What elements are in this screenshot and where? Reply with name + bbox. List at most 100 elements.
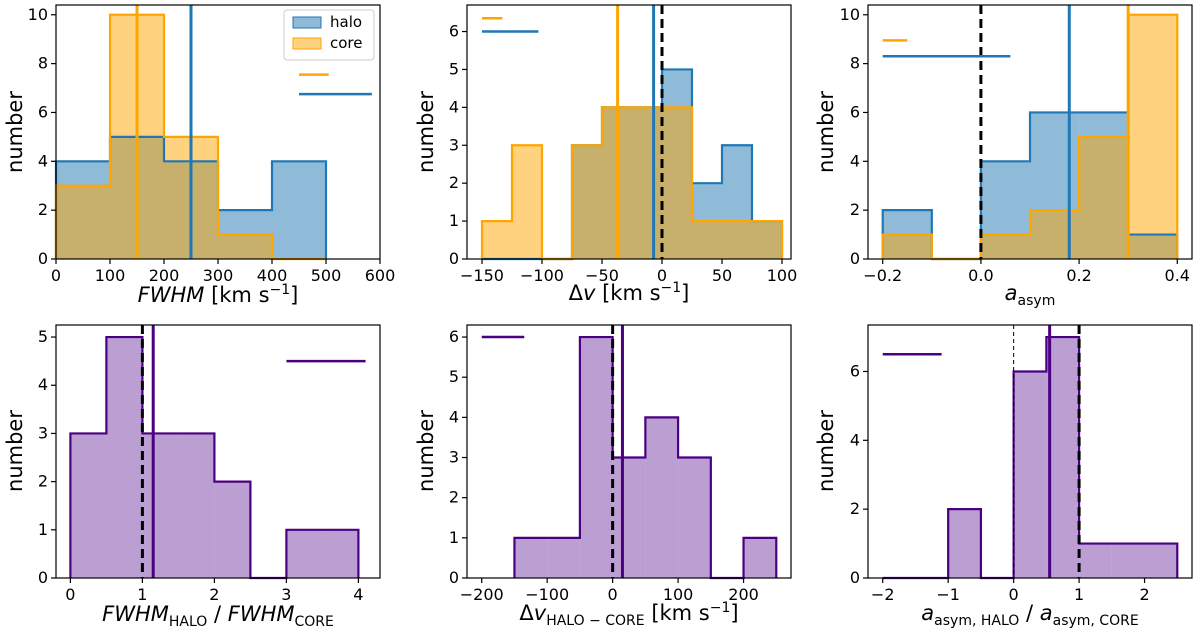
- x-tick-label: 100: [767, 266, 798, 285]
- axes-frame-fwhm-ratio: [55, 324, 381, 579]
- step-outline-core: [480, 106, 784, 261]
- bar-core-0: [482, 221, 512, 259]
- y-tick-label: 2: [38, 472, 48, 491]
- x-tick-label: 0: [657, 266, 667, 285]
- y-tick-label: 5: [449, 367, 459, 386]
- x-tick-label: 1: [137, 585, 147, 604]
- y-axis-label-fwhm: number: [3, 91, 27, 173]
- x-tick-label: −1: [936, 585, 960, 604]
- y-tick-label: 0: [38, 568, 48, 587]
- bar-ratio-1: [106, 337, 143, 578]
- x-tick-label: −100: [525, 585, 569, 604]
- bar-ratio-3: [178, 433, 215, 578]
- bar-core-2: [980, 234, 1030, 259]
- x-axis-label-aasym-ratio: aasym, HALO / aasym, CORE: [921, 601, 1138, 629]
- bar-core-0: [882, 234, 932, 259]
- bar-core-0: [56, 185, 110, 259]
- bar-core-7: [692, 221, 722, 259]
- panel-fwhm: 0 100 200 300 400 500 600 0 2 4 6 8 10 halo core FWH…: [3, 4, 395, 307]
- y-tick-label: 2: [449, 173, 459, 192]
- y-tick-label: 2: [850, 200, 860, 219]
- bar-core-4: [1079, 136, 1129, 259]
- y-tick-label: 6: [449, 22, 459, 41]
- x-tick-label: −0.2: [863, 266, 902, 285]
- bar-ratio-3: [612, 457, 646, 578]
- legend-swatch-core: [292, 37, 322, 50]
- y-tick-label: 0: [449, 249, 459, 268]
- y-tick-label: 2: [38, 200, 48, 219]
- y-tick-label: 4: [38, 375, 48, 394]
- x-tick-label: 200: [149, 266, 180, 285]
- axes-frame-dv-diff: [466, 324, 792, 579]
- x-tick-label: 0: [65, 585, 75, 604]
- y-tick-label: 8: [850, 54, 860, 73]
- y-tick-label: 4: [850, 151, 860, 170]
- bar-core-8: [722, 221, 752, 259]
- y-axis-label-aasym: number: [814, 91, 838, 173]
- y-tick-label: 0: [850, 249, 860, 268]
- y-tick-label: 2: [449, 488, 459, 507]
- x-tick-label: 100: [663, 585, 694, 604]
- x-tick-label: −100: [520, 266, 564, 285]
- y-tick-label: 4: [38, 151, 48, 170]
- axes-frame-aasym-ratio: [867, 324, 1193, 579]
- y-tick-label: 2: [850, 499, 860, 518]
- y-axis-label-aasym-ratio: number: [814, 410, 838, 492]
- panel-fwhm-ratio: 0 1 2 3 4 0 1 2 3 4 5 FWHMHALO / FWHMCORE number: [3, 324, 381, 630]
- y-axis-label-dv: number: [414, 91, 438, 173]
- bar-ratio-5: [678, 457, 711, 578]
- y-tick-label: 10: [28, 5, 48, 24]
- x-tick-label: 50: [712, 266, 732, 285]
- plot-area-aasym-ratio: −2 −1 0 1 2 0 2 4 6: [850, 325, 1179, 604]
- bar-core-3: [218, 234, 272, 259]
- bar-core-3: [572, 145, 602, 259]
- legend-swatch-halo: [292, 16, 322, 29]
- legend-label-core: core: [330, 34, 363, 52]
- step-outline-ratio: [69, 335, 360, 580]
- y-tick-label: 0: [449, 568, 459, 587]
- bar-ratio-0: [70, 433, 107, 578]
- bar-ratio-2: [579, 337, 613, 578]
- bar-core-9: [752, 221, 782, 259]
- y-tick-label: 4: [850, 430, 860, 449]
- x-tick-label: 300: [203, 266, 234, 285]
- x-tick-label: 0.2: [1066, 266, 1091, 285]
- x-tick-label: 0.4: [1165, 266, 1190, 285]
- y-tick-label: 5: [449, 59, 459, 78]
- bar-ratio-4: [214, 481, 251, 578]
- x-axis-label-dv: Δv [km s−1]: [569, 280, 690, 305]
- axes-frame-dv: [466, 4, 792, 260]
- x-axis-label-aasym: aasym: [1005, 281, 1056, 309]
- x-tick-label: 0: [1009, 585, 1019, 604]
- x-tick-label: 2: [1139, 585, 1149, 604]
- bar-ratio-7: [1111, 543, 1145, 578]
- y-tick-label: 3: [38, 423, 48, 442]
- y-tick-label: 0: [38, 249, 48, 268]
- panel-dv-diff: −200 −100 0 100 200 0 1 2 3 4 5 6 ΔvHALO − CORE [km…: [414, 324, 792, 629]
- step-outline-ratio: [513, 335, 778, 580]
- y-tick-label: 6: [850, 361, 860, 380]
- y-tick-label: 3: [449, 135, 459, 154]
- y-tick-label: 1: [449, 528, 459, 547]
- x-tick-label: 0: [51, 266, 61, 285]
- bar-core-3: [1030, 210, 1080, 259]
- legend-fwhm: halo core: [283, 9, 375, 61]
- plot-area-dv-diff: −200 −100 0 100 200 0 1 2 3 4 5 6: [449, 325, 778, 604]
- y-tick-label: 8: [38, 54, 48, 73]
- y-axis-label-dv-diff: number: [414, 410, 438, 492]
- bar-core-6: [662, 107, 692, 259]
- x-tick-label: 0.0: [968, 266, 993, 285]
- bar-ratio-5: [1046, 337, 1080, 578]
- plot-area-dv: −150 −100 −50 0 50 100 0 1 2 3 4 5 6: [449, 5, 797, 285]
- x-tick-label: 2: [209, 585, 219, 604]
- step-outline-core: [54, 13, 326, 261]
- y-tick-label: 6: [850, 102, 860, 121]
- x-tick-label: 4: [353, 585, 363, 604]
- axes-frame-fwhm: [55, 4, 381, 260]
- bar-halo-4: [272, 161, 326, 259]
- step-outline-ratio: [882, 335, 1179, 580]
- x-axis-label-dv-diff: ΔvHALO − CORE [km s−1]: [519, 600, 738, 629]
- legend-label-halo: halo: [330, 13, 362, 31]
- x-tick-label: 400: [257, 266, 288, 285]
